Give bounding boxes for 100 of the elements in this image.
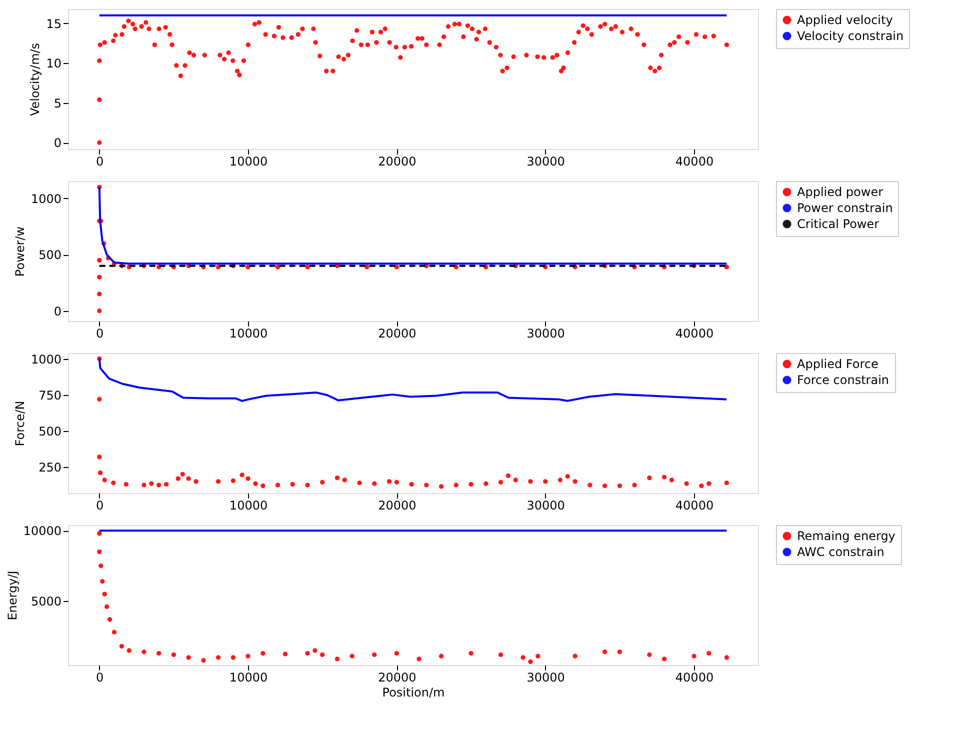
point	[97, 454, 102, 460]
point	[468, 482, 474, 487]
point	[230, 478, 236, 484]
point	[97, 549, 102, 554]
point	[97, 292, 102, 296]
point	[543, 479, 548, 484]
x-tick-label: 20000	[378, 326, 416, 340]
point	[216, 479, 221, 484]
point	[246, 476, 250, 481]
point	[484, 481, 488, 486]
point	[416, 656, 422, 662]
point	[513, 478, 518, 482]
point	[186, 476, 191, 481]
point	[706, 481, 712, 486]
point	[97, 258, 102, 263]
x-tick-label: 20000	[378, 154, 416, 168]
point	[194, 479, 198, 484]
y-axis-title: Energy/J	[5, 570, 20, 620]
point	[305, 264, 310, 270]
point	[305, 650, 310, 656]
point	[275, 264, 280, 270]
y-tick-label: 250	[38, 460, 62, 475]
point	[386, 479, 392, 484]
point	[142, 650, 146, 654]
point	[126, 648, 132, 653]
point	[171, 652, 176, 658]
point	[724, 655, 729, 660]
legend-label: Applied velocity	[797, 13, 893, 27]
point	[394, 480, 400, 485]
point	[617, 650, 622, 654]
x-tick-label: 40000	[675, 326, 714, 340]
point	[372, 652, 377, 658]
point	[110, 480, 116, 486]
point	[357, 480, 362, 486]
point	[454, 482, 458, 488]
point	[290, 482, 295, 487]
point	[246, 654, 250, 658]
point	[102, 478, 107, 482]
point	[468, 650, 474, 656]
x-tick-label: 10000	[229, 670, 268, 684]
y-tick-label: 500	[38, 424, 62, 438]
point	[506, 473, 511, 478]
point	[520, 655, 526, 660]
y-axis-title: Power/w	[12, 226, 27, 277]
point	[632, 482, 637, 488]
point	[438, 484, 444, 489]
point	[528, 479, 533, 484]
point	[305, 482, 310, 488]
x-tick-label: 30000	[526, 154, 565, 168]
point	[201, 658, 206, 663]
point	[692, 654, 696, 658]
point	[565, 474, 570, 479]
y-tick-label: 0	[54, 304, 62, 318]
x-tick-label: 0	[96, 670, 104, 684]
x-tick-label: 40000	[675, 670, 714, 684]
x-tick-label: 30000	[526, 498, 565, 512]
legend-label: Remaing energy	[797, 529, 896, 543]
point	[572, 654, 578, 658]
point	[97, 396, 102, 402]
point	[662, 474, 667, 480]
y-tick-label: 500	[38, 248, 62, 262]
point	[528, 659, 533, 664]
point	[156, 650, 162, 656]
point	[98, 470, 103, 476]
x-tick-label: 30000	[526, 670, 565, 684]
point	[97, 274, 102, 280]
point	[684, 481, 689, 486]
point	[498, 480, 504, 485]
x-tick-label: 10000	[229, 498, 268, 512]
point	[662, 656, 667, 662]
point	[647, 476, 652, 480]
y-axis-title: Velocity/m/s	[28, 42, 42, 116]
point	[98, 564, 104, 568]
x-tick-label: 40000	[675, 154, 714, 168]
legend-label: Critical Power	[797, 217, 880, 231]
point	[409, 482, 414, 487]
point	[724, 480, 729, 486]
point	[246, 264, 250, 270]
point	[253, 481, 258, 486]
point	[364, 264, 370, 270]
point	[669, 478, 674, 482]
point	[602, 483, 608, 488]
y-tick-label: 1000	[30, 352, 62, 366]
point	[124, 482, 128, 487]
y-tick-label: 10000	[23, 524, 62, 538]
x-tick-label: 10000	[229, 154, 268, 168]
x-tick-label: 40000	[675, 498, 714, 512]
point	[498, 652, 504, 658]
x-tick-label: 20000	[378, 498, 416, 512]
point	[572, 479, 578, 484]
point	[107, 617, 112, 622]
point	[112, 630, 117, 634]
x-tick-label: 10000	[229, 326, 268, 340]
point	[334, 476, 340, 480]
x-tick-label: 20000	[378, 670, 416, 684]
y-tick-label: 15	[46, 16, 62, 31]
point	[320, 652, 325, 658]
point	[260, 650, 266, 656]
legend-label: Velocity constrain	[797, 29, 904, 43]
point	[180, 472, 185, 477]
